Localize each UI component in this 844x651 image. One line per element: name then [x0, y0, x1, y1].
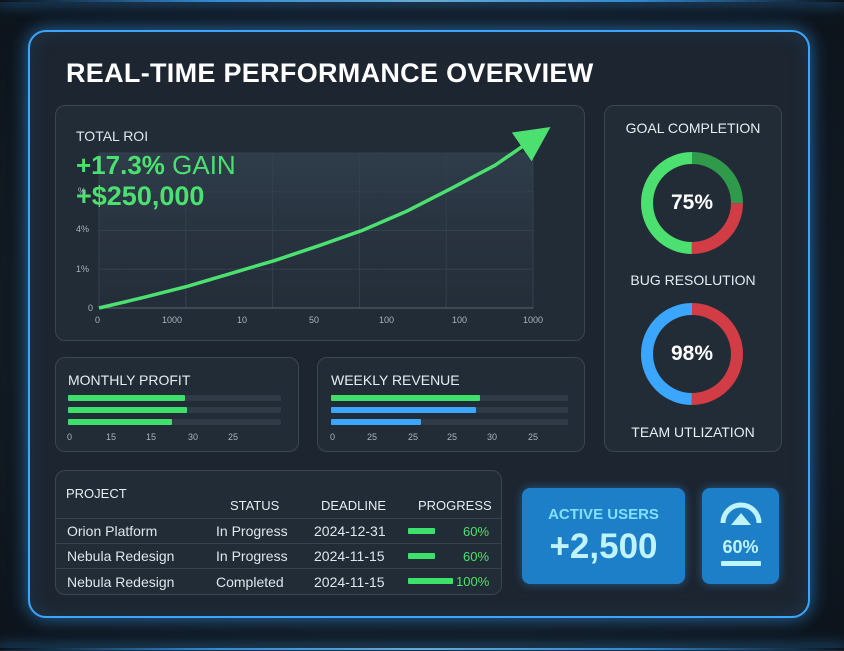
- monthly-profit-title: MONTHLY PROFIT: [68, 372, 191, 388]
- roi-gain-word: GAIN: [172, 150, 236, 180]
- x-tick: 1000: [162, 315, 183, 325]
- project-deadline: 2024-11-15: [314, 574, 385, 590]
- y-tick: 0: [88, 303, 94, 313]
- x-tick: 1000: [523, 315, 544, 325]
- x-tick: 10: [237, 315, 248, 325]
- progress-bar: [408, 578, 453, 584]
- page-title: REAL-TIME PERFORMANCE OVERVIEW: [66, 58, 594, 88]
- y-tick: %: [78, 186, 87, 196]
- active-users-value: +2,500: [549, 527, 658, 566]
- weekly-bar: [331, 419, 422, 425]
- bug-resolution-label: BUG RESOLUTION: [630, 272, 756, 288]
- team-utilization-label: TEAM UTLIZATION: [631, 424, 755, 440]
- monthly-tick: 15: [146, 432, 157, 442]
- roi-gain: +17.3% GAIN: [76, 150, 236, 181]
- weekly-bar: [331, 395, 481, 401]
- monthly-tick: 25: [228, 432, 239, 442]
- donut-segment: [641, 152, 743, 254]
- x-tick: 0: [95, 315, 101, 325]
- weekly-tick: 25: [447, 432, 458, 442]
- monthly-bar-track: [68, 419, 281, 425]
- utilization-underline: [721, 561, 761, 566]
- progress-bar: [408, 528, 435, 534]
- bug-resolution-value: 98%: [670, 342, 714, 365]
- weekly-tick: 30: [487, 432, 498, 442]
- project-name: Orion Platform: [67, 523, 158, 539]
- roi-gain-value: +17.3%: [76, 150, 165, 180]
- roi-label: TOTAL ROI: [76, 128, 149, 144]
- weekly-bar: [331, 407, 476, 413]
- y-tick: 4%: [76, 224, 90, 234]
- donut-segment: [641, 303, 743, 405]
- goal-completion-value: 75%: [670, 191, 714, 214]
- column-header-progress[interactable]: PROGRESS: [418, 498, 492, 513]
- monthly-tick: 30: [188, 432, 199, 442]
- weekly-tick: 25: [408, 432, 419, 442]
- progress-percent: 60%: [463, 524, 490, 539]
- roi-amount: +$250,000: [76, 181, 205, 211]
- project-status: In Progress: [216, 548, 288, 564]
- weekly-tick: 25: [528, 432, 539, 442]
- table-divider: [56, 568, 501, 569]
- weekly-tick: 25: [367, 432, 378, 442]
- project-status: In Progress: [216, 523, 288, 539]
- active-users-card[interactable]: [522, 488, 685, 584]
- weekly-tick: 0: [330, 432, 336, 442]
- weekly-bar-track: [331, 395, 568, 401]
- goal-completion-donut: [641, 152, 743, 254]
- gauge-icon: [720, 502, 762, 525]
- weekly-revenue-panel: [317, 357, 585, 452]
- monthly-bar-track: [68, 395, 281, 401]
- x-tick: 50: [309, 315, 320, 325]
- monthly-bar: [68, 407, 188, 413]
- project-deadline: 2024-12-31: [314, 523, 386, 539]
- utilization-value: 60%: [722, 537, 759, 557]
- progress-bar: [408, 553, 435, 559]
- x-tick: 100: [379, 315, 395, 325]
- weekly-revenue-title: WEEKLY REVENUE: [331, 372, 460, 388]
- monthly-tick: 0: [67, 432, 73, 442]
- monthly-bar: [68, 419, 173, 425]
- goal-completion-label: GOAL COMPLETION: [625, 120, 761, 136]
- project-deadline: 2024-11-15: [314, 548, 385, 564]
- progress-percent: 100%: [456, 574, 490, 589]
- table-divider: [56, 543, 501, 544]
- project-status: Completed: [216, 574, 284, 590]
- weekly-bar-track: [331, 407, 568, 413]
- active-users-label: ACTIVE USERS: [548, 506, 659, 523]
- bottom-glow: [0, 648, 844, 650]
- project-name: Nebula Redesign: [67, 548, 175, 564]
- monthly-bar-track: [68, 407, 281, 413]
- top-glow: [0, 0, 844, 2]
- donut-segment: [641, 152, 743, 254]
- bug-resolution-donut: [641, 303, 743, 405]
- project-name: Nebula Redesign: [67, 574, 175, 590]
- roi-line-chart: [98, 127, 551, 310]
- table-divider: [56, 518, 501, 519]
- column-header-deadline[interactable]: DEADLINE: [321, 498, 387, 513]
- roi-series-line: [98, 127, 551, 310]
- progress-percent: 60%: [463, 549, 490, 564]
- weekly-bar-track: [331, 419, 568, 425]
- monthly-tick: 15: [106, 432, 117, 442]
- x-tick: 100: [452, 315, 468, 325]
- column-header-project[interactable]: PROJECT: [66, 486, 127, 501]
- monthly-profit-panel: [55, 357, 299, 452]
- y-tick: 1%: [76, 264, 90, 274]
- column-header-status[interactable]: STATUS: [230, 498, 280, 513]
- monthly-bar: [68, 395, 186, 401]
